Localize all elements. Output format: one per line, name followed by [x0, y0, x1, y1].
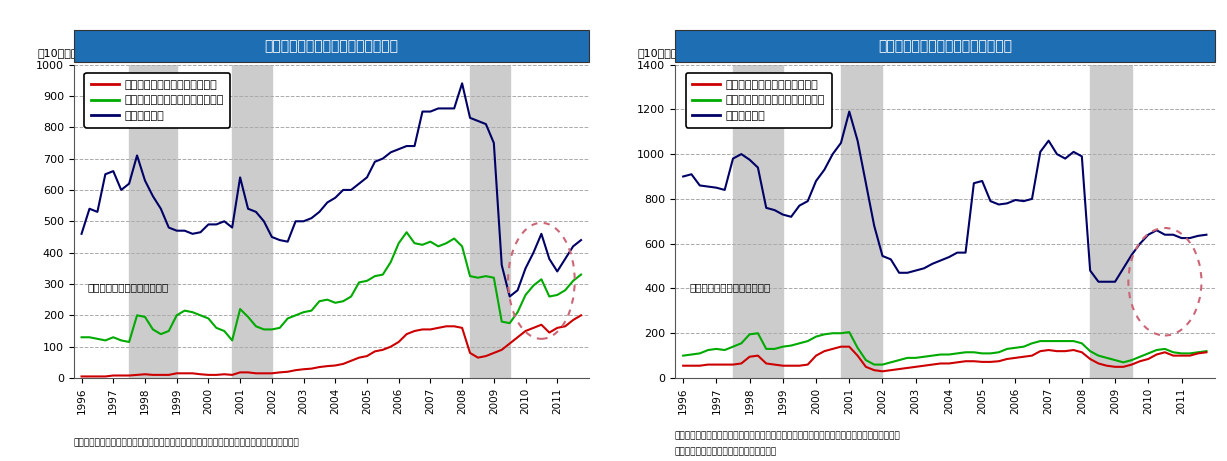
Text: （10億円）: （10億円） — [38, 48, 79, 58]
Text: （出所）財務省「法人企業統計」、経済産業省「海外現地法人四半期調査」より大和総研作成: （出所）財務省「法人企業統計」、経済産業省「海外現地法人四半期調査」より大和総研… — [74, 438, 299, 447]
Bar — [1090, 65, 1131, 378]
Bar — [129, 65, 177, 378]
Legend: 海外現法の設備投資（アジア）, 海外現法の設備投資（世界合計）, 国内設備投資: 海外現法の設備投資（アジア）, 海外現法の設備投資（世界合計）, 国内設備投資 — [85, 73, 231, 128]
Bar — [733, 65, 783, 378]
Text: （出所）財務省「法人企業統計」、経済産業省「海外現地法人四半期調査」より大和総研作成: （出所）財務省「法人企業統計」、経済産業省「海外現地法人四半期調査」より大和総研… — [675, 431, 901, 440]
Bar — [232, 65, 272, 378]
Text: （10億円）: （10億円） — [637, 48, 677, 58]
Text: 影の部分は日本の景気後退期: 影の部分は日本の景気後退期 — [88, 282, 169, 292]
Bar — [470, 65, 509, 378]
Legend: 海外現法の設備投資（アジア）, 海外現法の設備投資（世界合計）, 国内設備投資: 海外現法の設備投資（アジア）, 海外現法の設備投資（世界合計）, 国内設備投資 — [686, 73, 832, 128]
Text: 国内・海外の設備投資（電気機械）: 国内・海外の設備投資（電気機械） — [877, 39, 1012, 53]
Text: 影の部分は日本の景気後退期: 影の部分は日本の景気後退期 — [690, 282, 771, 292]
Text: 設備投資は電気機械と情報通信機械の合計: 設備投資は電気機械と情報通信機械の合計 — [675, 447, 777, 456]
Text: 国内・海外の設備投資（輸送機械）: 国内・海外の設備投資（輸送機械） — [264, 39, 399, 53]
Bar — [840, 65, 882, 378]
